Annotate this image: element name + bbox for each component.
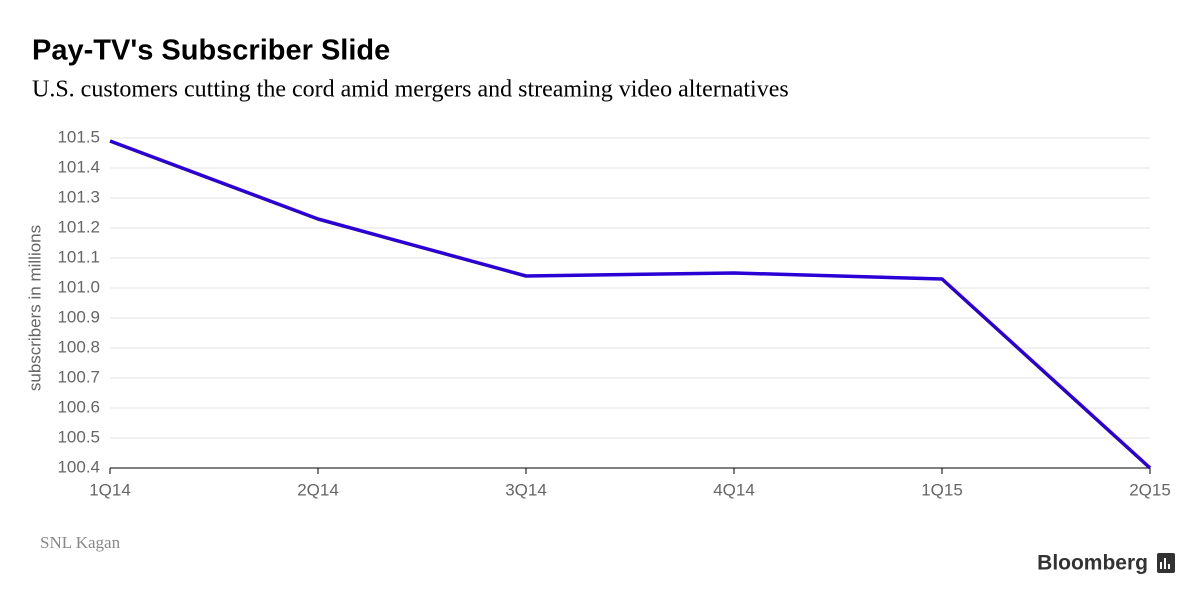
y-tick-label: 101.2 <box>57 217 100 236</box>
y-tick-label: 101.0 <box>57 277 100 296</box>
y-tick-label: 100.5 <box>57 427 100 446</box>
y-tick-label: 101.5 <box>57 127 100 146</box>
y-tick-label: 101.3 <box>57 187 100 206</box>
y-tick-label: 101.4 <box>57 157 100 176</box>
chart-title: Pay-TV's Subscriber Slide <box>32 35 390 67</box>
chart-subtitle: U.S. customers cutting the cord amid mer… <box>32 77 789 103</box>
x-tick-label: 1Q14 <box>89 480 131 499</box>
y-tick-label: 101.1 <box>57 247 100 266</box>
y-tick-label: 100.8 <box>57 337 100 356</box>
y-axis-label: subscribers in millions <box>25 225 44 391</box>
brand: Bloomberg <box>1037 552 1148 575</box>
x-tick-label: 3Q14 <box>505 480 547 499</box>
y-tick-label: 100.6 <box>57 397 100 416</box>
source: SNL Kagan <box>40 533 121 552</box>
x-tick-label: 2Q15 <box>1129 480 1171 499</box>
brand-icon <box>1157 553 1175 573</box>
x-tick-label: 4Q14 <box>713 480 755 499</box>
x-tick-label: 2Q14 <box>297 480 339 499</box>
y-tick-label: 100.4 <box>57 457 100 476</box>
y-tick-label: 100.9 <box>57 307 100 326</box>
line <box>109 139 1152 470</box>
y-tick-label: 100.7 <box>57 367 100 386</box>
x-tick-label: 1Q15 <box>921 480 963 499</box>
